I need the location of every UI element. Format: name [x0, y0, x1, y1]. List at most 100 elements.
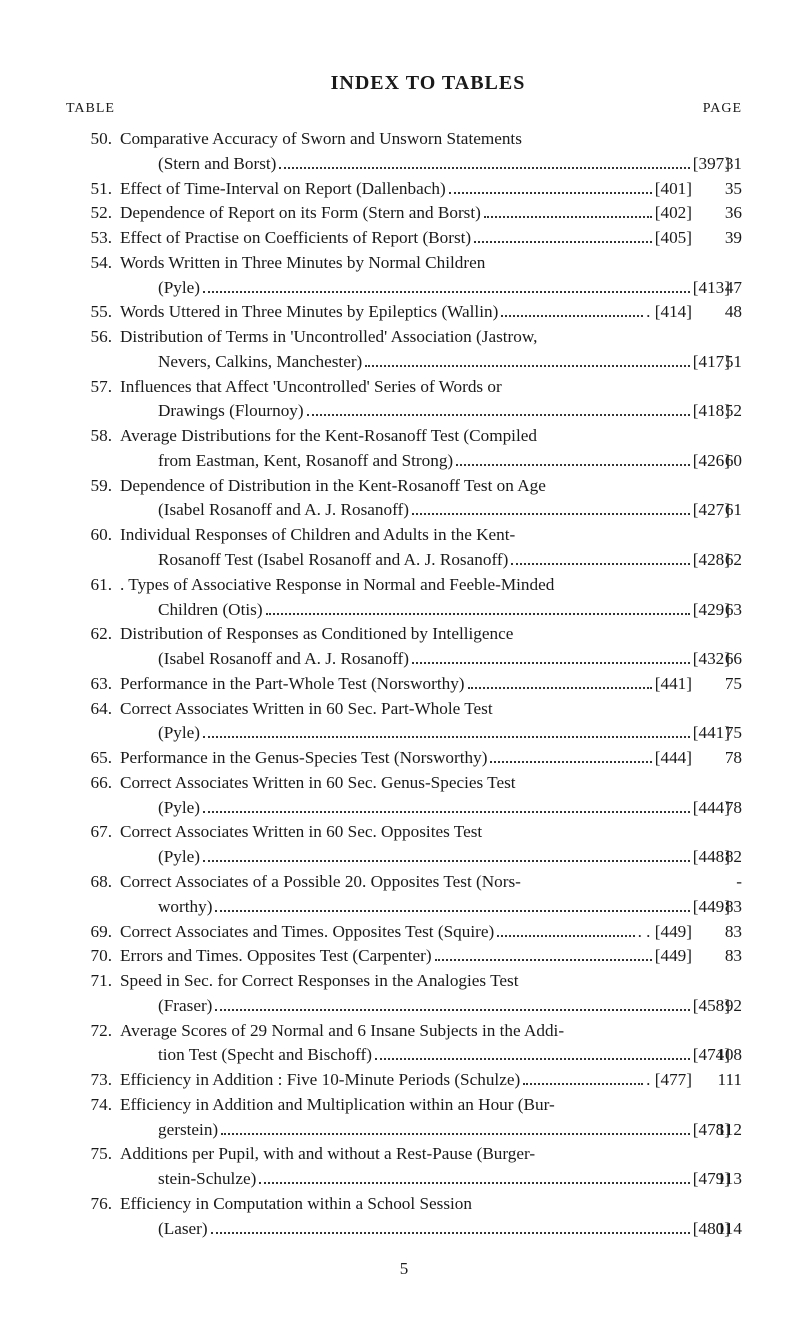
entry-text: (Isabel Rosanoff and A. J. Rosanoff): [158, 498, 409, 523]
dot-leader: [484, 204, 652, 218]
index-entry-row: 54.Words Written in Three Minutes by Nor…: [66, 251, 742, 276]
entry-body: (Pyle)[448]: [120, 845, 692, 870]
entry-body: worthy)[449]: [120, 895, 692, 920]
index-entry-row: gerstein)[478]112: [66, 1118, 742, 1143]
entry-text-line: Dependence of Report on its Form (Stern …: [120, 201, 692, 226]
entry-text-line: (Pyle)[441]: [120, 721, 730, 746]
dot-leader: [307, 402, 690, 416]
entry-text-line: Additions per Pupil, with and without a …: [120, 1142, 692, 1167]
entry-body: (Isabel Rosanoff and A. J. Rosanoff)[427…: [120, 498, 692, 523]
index-entry-row: 60.Individual Responses of Children and …: [66, 523, 742, 548]
page-number: 5: [66, 1259, 742, 1279]
entry-text: (Fraser): [158, 994, 212, 1019]
entry-body: Effect of Time-Interval on Report (Dalle…: [120, 177, 692, 202]
entry-page-ref: [449]: [655, 944, 692, 969]
entry-text: Influences that Affect 'Uncontrolled' Se…: [120, 375, 502, 400]
entry-body: Rosanoff Test (Isabel Rosanoff and A. J.…: [120, 548, 692, 573]
entry-text: Average Distributions for the Kent-Rosan…: [120, 424, 537, 449]
index-entry-row: worthy)[449]83: [66, 895, 742, 920]
entry-page-number: 83: [692, 944, 742, 969]
entry-body: Children (Otis)[429]: [120, 598, 692, 623]
index-entry-row: 73.Efficiency in Addition : Five 10-Minu…: [66, 1068, 742, 1093]
entry-text: (Pyle): [158, 796, 200, 821]
entry-text-line: (Stern and Borst)[397]: [120, 152, 730, 177]
index-entry-row: Drawings (Flournoy)[418]52: [66, 399, 742, 424]
entry-body: (Isabel Rosanoff and A. J. Rosanoff)[432…: [120, 647, 692, 672]
entry-text: Correct Associates of a Possible 20. Opp…: [120, 870, 521, 895]
entry-body: Correct Associates and Times. Opposites …: [120, 920, 692, 945]
entry-number: 58.: [66, 424, 120, 449]
entry-text-line: Correct Associates of a Possible 20. Opp…: [120, 870, 692, 895]
entry-text-line: Drawings (Flournoy)[418]: [120, 399, 730, 424]
entry-text-line: Correct Associates and Times. Opposites …: [120, 920, 692, 945]
dot-leader: [203, 724, 690, 738]
entry-page-number: 82: [692, 845, 742, 870]
entry-body: Performance in the Part-Whole Test (Nors…: [120, 672, 692, 697]
entry-text-line: Words Uttered in Three Minutes by Epilep…: [120, 300, 692, 325]
entry-number: 57.: [66, 375, 120, 400]
index-entries: 50.Comparative Accuracy of Sworn and Uns…: [66, 127, 742, 1241]
dot-leader: [215, 997, 689, 1011]
index-entry-row: 66.Correct Associates Written in 60 Sec.…: [66, 771, 742, 796]
entry-page-number: 75: [692, 721, 742, 746]
entry-text-line: Rosanoff Test (Isabel Rosanoff and A. J.…: [120, 548, 730, 573]
entry-page-number: 92: [692, 994, 742, 1019]
index-entry-row: 72.Average Scores of 29 Normal and 6 Ins…: [66, 1019, 742, 1044]
entry-page-number: 111: [692, 1068, 742, 1093]
index-entry-row: Children (Otis)[429]63: [66, 598, 742, 623]
entry-page-number: 39: [692, 226, 742, 251]
entry-number: 64.: [66, 697, 120, 722]
entry-page-number: -: [692, 870, 742, 895]
entry-body: (Fraser)[458]: [120, 994, 692, 1019]
entry-text: Dependence of Distribution in the Kent-R…: [120, 474, 546, 499]
entry-body: Dependence of Distribution in the Kent-R…: [120, 474, 692, 499]
entry-text: (Pyle): [158, 721, 200, 746]
dot-leader: [203, 279, 690, 293]
entry-text: Efficiency in Computation within a Schoo…: [120, 1192, 472, 1217]
entry-text-line: (Fraser)[458]: [120, 994, 730, 1019]
entry-number: 52.: [66, 201, 120, 226]
entry-text-line: Performance in the Genus-Species Test (N…: [120, 746, 692, 771]
entry-text: tion Test (Specht and Bischoff): [158, 1043, 372, 1068]
entry-text-line: from Eastman, Kent, Rosanoff and Strong)…: [120, 449, 730, 474]
entry-body: Correct Associates of a Possible 20. Opp…: [120, 870, 692, 895]
dot-leader: [203, 799, 690, 813]
dot-leader: [266, 601, 690, 615]
index-entry-row: 62.Distribution of Responses as Conditio…: [66, 622, 742, 647]
index-entry-row: 51.Effect of Time-Interval on Report (Da…: [66, 177, 742, 202]
entry-text-line: (Pyle)[413]: [120, 276, 730, 301]
entry-text: gerstein): [158, 1118, 218, 1143]
dot-leader: [474, 229, 652, 243]
entry-page-ref: [405]: [655, 226, 692, 251]
index-entry-row: 76.Efficiency in Computation within a Sc…: [66, 1192, 742, 1217]
entry-text: Correct Associates Written in 60 Sec. Pa…: [120, 697, 493, 722]
entry-text: Effect of Practise on Coefficients of Re…: [120, 226, 471, 251]
entry-body: Correct Associates Written in 60 Sec. Op…: [120, 820, 692, 845]
index-entry-row: 65.Performance in the Genus-Species Test…: [66, 746, 742, 771]
entry-number: 55.: [66, 300, 120, 325]
index-entry-row: 57.Influences that Affect 'Uncontrolled'…: [66, 375, 742, 400]
index-entry-row: 55.Words Uttered in Three Minutes by Epi…: [66, 300, 742, 325]
entry-text-line: Individual Responses of Children and Adu…: [120, 523, 692, 548]
entry-page-number: 75: [692, 672, 742, 697]
dot-leader: [435, 947, 652, 961]
entry-text-line: Children (Otis)[429]: [120, 598, 730, 623]
entry-text: Rosanoff Test (Isabel Rosanoff and A. J.…: [158, 548, 508, 573]
entry-page-number: 52: [692, 399, 742, 424]
entry-text: Performance in the Genus-Species Test (N…: [120, 746, 487, 771]
entry-text: (Stern and Borst): [158, 152, 276, 177]
entry-text: Correct Associates and Times. Opposites …: [120, 920, 494, 945]
entry-text: stein-Schulze): [158, 1167, 256, 1192]
entry-text-line: Efficiency in Addition and Multiplicatio…: [120, 1093, 692, 1118]
entry-page-number: 63: [692, 598, 742, 623]
entry-text-line: Comparative Accuracy of Sworn and Unswor…: [120, 127, 692, 152]
index-entry-row: stein-Schulze)[479]113: [66, 1167, 742, 1192]
index-entry-row: (Pyle)[448]82: [66, 845, 742, 870]
entry-text: Correct Associates Written in 60 Sec. Op…: [120, 820, 482, 845]
dot-leader: [523, 1071, 643, 1085]
index-entry-row: 59.Dependence of Distribution in the Ken…: [66, 474, 742, 499]
entry-body: . Types of Associative Response in Norma…: [120, 573, 692, 598]
entry-text: from Eastman, Kent, Rosanoff and Strong): [158, 449, 453, 474]
entry-page-number: 78: [692, 796, 742, 821]
entry-body: Distribution of Terms in 'Uncontrolled' …: [120, 325, 692, 350]
